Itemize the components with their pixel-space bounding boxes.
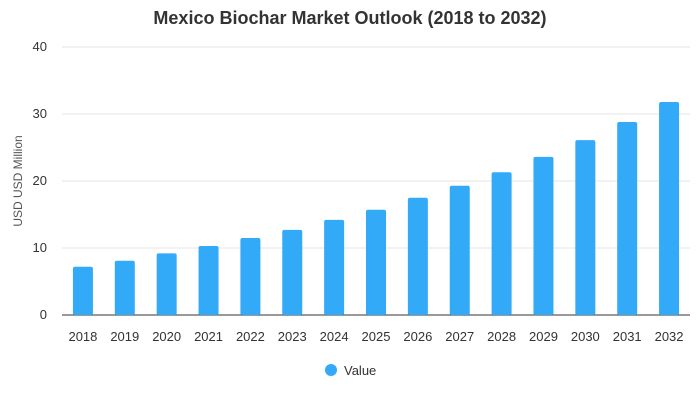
x-tick-label: 2029: [529, 329, 558, 344]
y-tick-label: 40: [33, 39, 47, 54]
x-tick-label: 2020: [152, 329, 181, 344]
bar-2018[interactable]: [72, 266, 93, 315]
chart-title: Mexico Biochar Market Outlook (2018 to 2…: [153, 8, 547, 28]
x-tick-label: 2027: [445, 329, 474, 344]
legend-swatch-value: [325, 364, 337, 376]
bar-2021[interactable]: [198, 245, 219, 315]
bar-2020[interactable]: [156, 253, 177, 315]
bar-2031[interactable]: [617, 122, 638, 315]
x-tick-label: 2023: [278, 329, 307, 344]
bar-layer: [72, 101, 680, 315]
bar-2023[interactable]: [282, 229, 303, 315]
bar-2024[interactable]: [324, 219, 345, 315]
bar-2028[interactable]: [491, 172, 512, 315]
bar-2032[interactable]: [659, 101, 680, 315]
bar-2027[interactable]: [449, 185, 470, 315]
y-tick-label: 30: [33, 106, 47, 121]
x-tick-label: 2021: [194, 329, 223, 344]
legend-label-value: Value: [344, 363, 376, 378]
legend[interactable]: Value: [325, 363, 376, 378]
bar-2029[interactable]: [533, 156, 554, 315]
bar-2019[interactable]: [114, 260, 135, 315]
y-tick-label: 20: [33, 173, 47, 188]
x-tick-label: 2019: [110, 329, 139, 344]
x-tick-label: 2031: [613, 329, 642, 344]
x-tick-label: 2025: [362, 329, 391, 344]
x-tick-label: 2024: [320, 329, 349, 344]
x-tick-label: 2018: [68, 329, 97, 344]
bar-2030[interactable]: [575, 140, 596, 315]
bar-2022[interactable]: [240, 237, 261, 315]
x-tick-label: 2026: [403, 329, 432, 344]
x-tick-label: 2028: [487, 329, 516, 344]
bar-2026[interactable]: [407, 197, 428, 315]
x-tick-label: 2022: [236, 329, 265, 344]
bar-2025[interactable]: [366, 209, 386, 315]
y-axis-title: USD USD Million: [11, 135, 25, 226]
y-tick-label: 10: [33, 240, 47, 255]
x-tick-label: 2032: [655, 329, 684, 344]
x-tick-label: 2030: [571, 329, 600, 344]
y-tick-label: 0: [40, 307, 47, 322]
